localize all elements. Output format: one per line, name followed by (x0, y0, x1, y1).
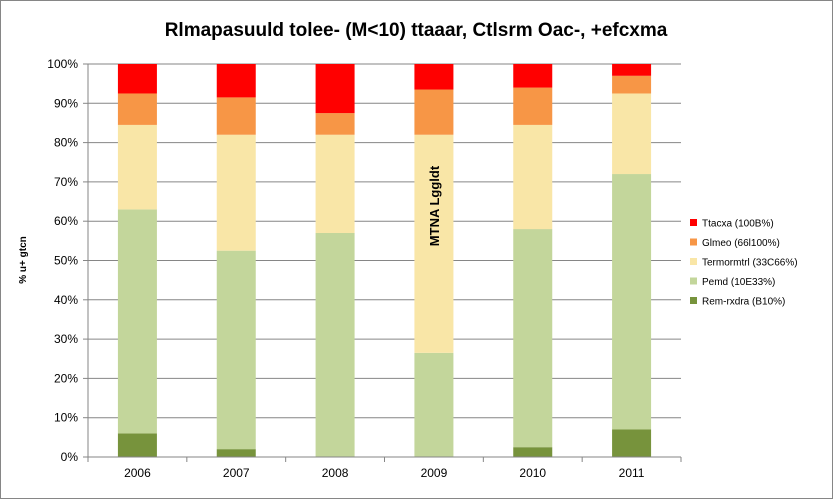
legend-label: Pemd (10E33%) (702, 277, 775, 288)
legend-swatch (690, 277, 697, 285)
bar-segment (414, 89, 454, 135)
bar-segment (513, 229, 553, 448)
chart-title: Rlmapasuuld tolee- (M<10) ttaaar, Ctlsrm… (165, 20, 668, 41)
legend-swatch (690, 219, 697, 226)
bar-segment (216, 97, 256, 135)
bar-segment (513, 447, 553, 457)
x-tick-label: 2011 (619, 466, 645, 480)
bar-segment (117, 124, 157, 210)
bar-segment (414, 134, 454, 353)
x-tick-label: 2009 (421, 466, 448, 480)
bar-segment (612, 75, 652, 94)
bar-segment (216, 449, 256, 457)
legend-label: Termormtrl (33C66%) (702, 258, 798, 269)
y-tick-label: 60% (54, 214, 78, 228)
bar-segment (612, 174, 652, 430)
legend-label: Glmeo (66l100%) (702, 238, 780, 249)
bar-segment (216, 250, 256, 450)
bar-segment (315, 134, 355, 233)
y-tick-label: 100% (47, 57, 78, 71)
bar-segment (612, 429, 652, 457)
y-tick-label: 40% (54, 293, 78, 307)
bar-segment (315, 232, 355, 457)
bar-segment (513, 87, 553, 125)
x-tick-label: 2006 (124, 466, 151, 480)
bar-segment (513, 124, 553, 230)
y-tick-label: 10% (54, 411, 78, 425)
bar-segment (216, 64, 256, 98)
bar-segment (117, 209, 157, 434)
legend-swatch (690, 258, 697, 265)
y-tick-label: 80% (54, 136, 78, 150)
x-tick-label: 2008 (322, 466, 349, 480)
legend-label: Rem-rxdra (B10%) (702, 297, 785, 308)
legend-swatch (690, 238, 697, 246)
bar-segment (612, 64, 652, 76)
y-tick-label: 20% (54, 371, 78, 385)
bar-segment (117, 93, 157, 125)
y-tick-label: 0% (61, 450, 79, 464)
y-tick-label: 30% (54, 332, 78, 346)
bar-segment (414, 352, 454, 457)
bar-segment (117, 433, 157, 457)
y-axis-label: % u+ gtcn (18, 236, 29, 284)
x-tick-label: 2007 (223, 466, 250, 480)
legend-label: Ttacxa (100B%) (702, 219, 774, 230)
x-tick-label: 2010 (519, 466, 546, 480)
bar-annotation: MTNA Lggldt (427, 165, 442, 246)
bar-segment (612, 93, 652, 175)
y-tick-label: 70% (54, 175, 78, 189)
y-tick-label: 50% (54, 254, 78, 268)
bar-segment (315, 113, 355, 135)
bar-segment (513, 64, 553, 88)
bar-segment (414, 64, 454, 90)
y-tick-label: 90% (54, 96, 78, 110)
bar-segment (117, 64, 157, 94)
bar-segment (216, 134, 256, 251)
bar-segment (315, 64, 355, 114)
legend-swatch (690, 297, 697, 304)
